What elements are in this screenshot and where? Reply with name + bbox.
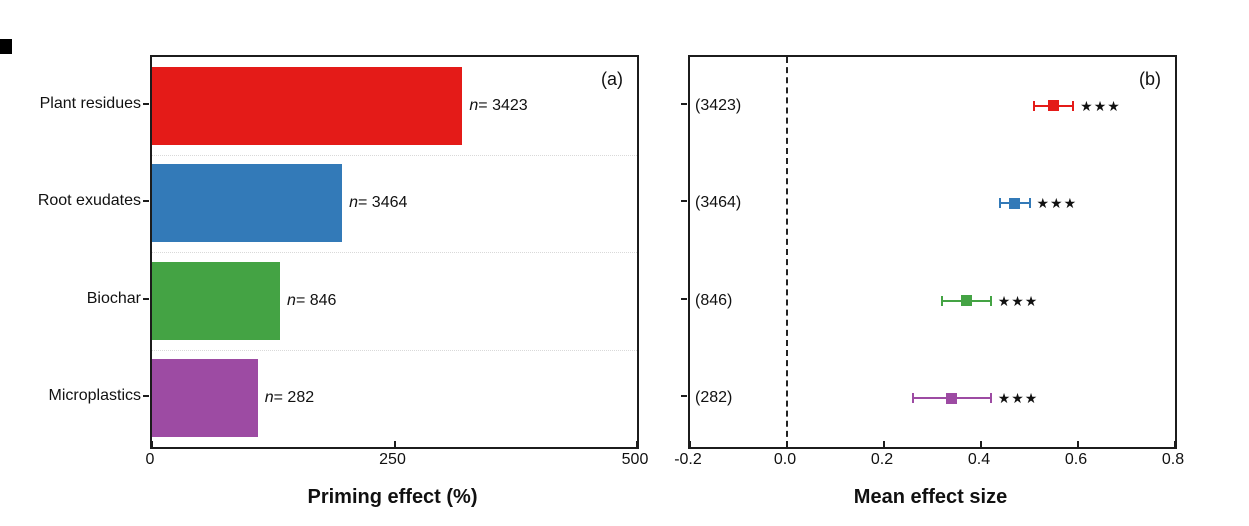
x-axis-tick-label: 0.2 [870,451,894,468]
x-axis-tick-label: 500 [621,451,649,468]
x-axis-tick [786,441,788,447]
panel-a-label: (a) [601,69,623,89]
x-axis-tick-label: 0.8 [1161,451,1185,468]
x-axis-tick-label: 0.0 [773,451,797,468]
panel-a-x-axis-title: Priming effect (%) [307,486,478,508]
row-count-label: (846) [695,291,733,309]
ci-cap-left [1033,100,1036,111]
mean-effect-marker [946,392,958,404]
priming-effect-bar [152,164,343,243]
category-label: Plant residues [39,94,141,112]
x-axis-tick-label: -0.2 [674,451,702,468]
n-italic: n [264,389,274,407]
significance-stars: ★★★ [997,292,1039,309]
y-axis-tick [143,395,149,398]
row-count-label: (3423) [695,96,742,114]
x-axis-tick [689,441,691,447]
y-axis-tick [143,297,149,300]
x-axis-tick [1077,441,1079,447]
panel-b-label: (b) [1139,69,1161,89]
x-axis-tick-label: 0 [145,451,155,468]
screenshot-corner-artifact [0,39,12,54]
mean-effect-marker [1048,100,1060,112]
ci-cap-left [912,393,915,404]
n-value: = 3423 [478,96,528,114]
ci-cap-left [941,295,944,306]
priming-effect-bar [152,261,281,340]
x-axis-tick-label: 0.4 [967,451,991,468]
y-axis-tick [681,102,687,105]
n-value: = 282 [273,389,315,407]
mean-effect-marker [1009,197,1021,209]
x-axis-tick-label: 250 [379,451,406,468]
x-axis-tick [1174,441,1176,447]
category-label: Biochar [86,289,141,307]
y-axis-tick [681,395,687,398]
x-axis-tick [980,441,982,447]
sample-size-label: n= 282 [265,387,314,409]
y-axis-tick [143,200,149,203]
n-value: = 3464 [358,194,408,212]
panel-a-plot-area: (a) n= 3423 n= 3464 n= 846 n= 282 [150,55,639,449]
sample-size-label: n= 3423 [469,95,527,117]
y-axis-tick [143,102,149,105]
significance-stars: ★★★ [1080,97,1121,114]
x-axis-tick [636,441,638,447]
panel-b-plot-area: (b) (3423) ★★★ (3464) ★★★ (846) ★★★ (282) ★★★ [688,55,1177,449]
category-label: Root exudates [37,192,141,210]
ci-cap-right [1028,198,1031,209]
ci-cap-left [999,198,1002,209]
priming-effect-bar [152,66,463,145]
category-separator-gridline [152,349,637,351]
n-italic: n [469,96,479,114]
ci-cap-right [989,393,992,404]
x-axis-tick [151,441,153,447]
category-separator-gridline [152,154,637,156]
x-axis-tick [393,441,396,447]
category-separator-gridline [152,252,637,253]
sample-size-label: n= 846 [287,290,336,312]
priming-effect-bar [152,359,258,438]
mean-effect-marker [960,295,972,307]
y-axis-tick [681,297,687,300]
ci-cap-right [1072,100,1075,111]
category-label: Microplastics [48,387,141,405]
x-axis-tick [883,441,885,447]
panel-b-x-axis-title: Mean effect size [853,486,1008,508]
y-axis-tick [681,200,687,203]
n-value: = 846 [295,291,337,309]
x-axis-tick-label: 0.6 [1064,451,1088,468]
ci-cap-right [989,295,992,306]
row-count-label: (282) [695,389,733,407]
n-italic: n [349,194,359,212]
n-italic: n [287,291,296,309]
zero-reference-line [786,57,788,447]
row-count-label: (3464) [695,194,742,212]
significance-stars: ★★★ [997,390,1039,407]
significance-stars: ★★★ [1036,195,1078,212]
sample-size-label: n= 3464 [349,192,407,214]
